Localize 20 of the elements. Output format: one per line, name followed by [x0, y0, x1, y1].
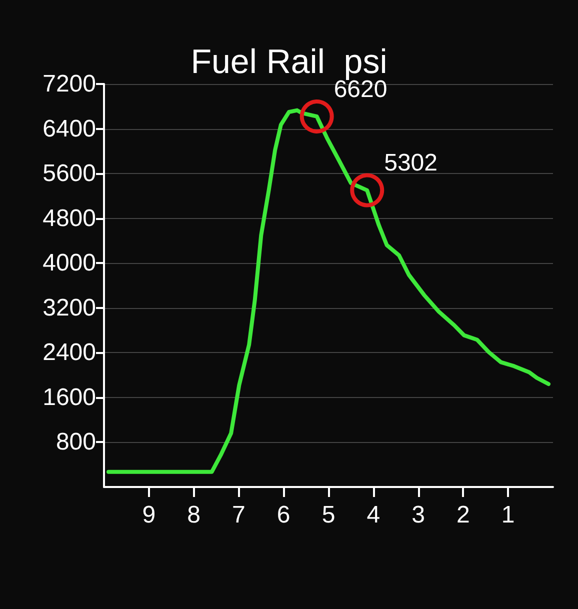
- x-tick-label: 8: [187, 502, 200, 528]
- x-tick-label: 7: [232, 502, 246, 528]
- y-tick-label: 4000: [42, 250, 96, 277]
- chart-title: Fuel Rail psi: [190, 43, 388, 81]
- y-tick-label: 1600: [42, 384, 96, 411]
- annotation: 5302: [384, 150, 438, 177]
- y-tick-label: 3200: [42, 294, 96, 322]
- y-tick-label: 2400: [42, 339, 96, 366]
- x-tick-label: 2: [456, 502, 470, 528]
- x-tick-label: 5: [322, 502, 336, 528]
- x-tick-label: 6: [276, 502, 290, 528]
- y-tick-label: 800: [56, 428, 96, 456]
- y-tick-label: 5600: [42, 160, 96, 188]
- x-tick-label: 4: [366, 502, 380, 528]
- x-tick-label: 3: [412, 502, 425, 528]
- y-tick-label: 7200: [42, 70, 96, 98]
- x-tick-label: 1: [501, 502, 515, 528]
- y-tick-label: 6400: [42, 115, 96, 142]
- y-tick-label: 4800: [42, 204, 96, 232]
- x-tick-label: 9: [142, 502, 156, 528]
